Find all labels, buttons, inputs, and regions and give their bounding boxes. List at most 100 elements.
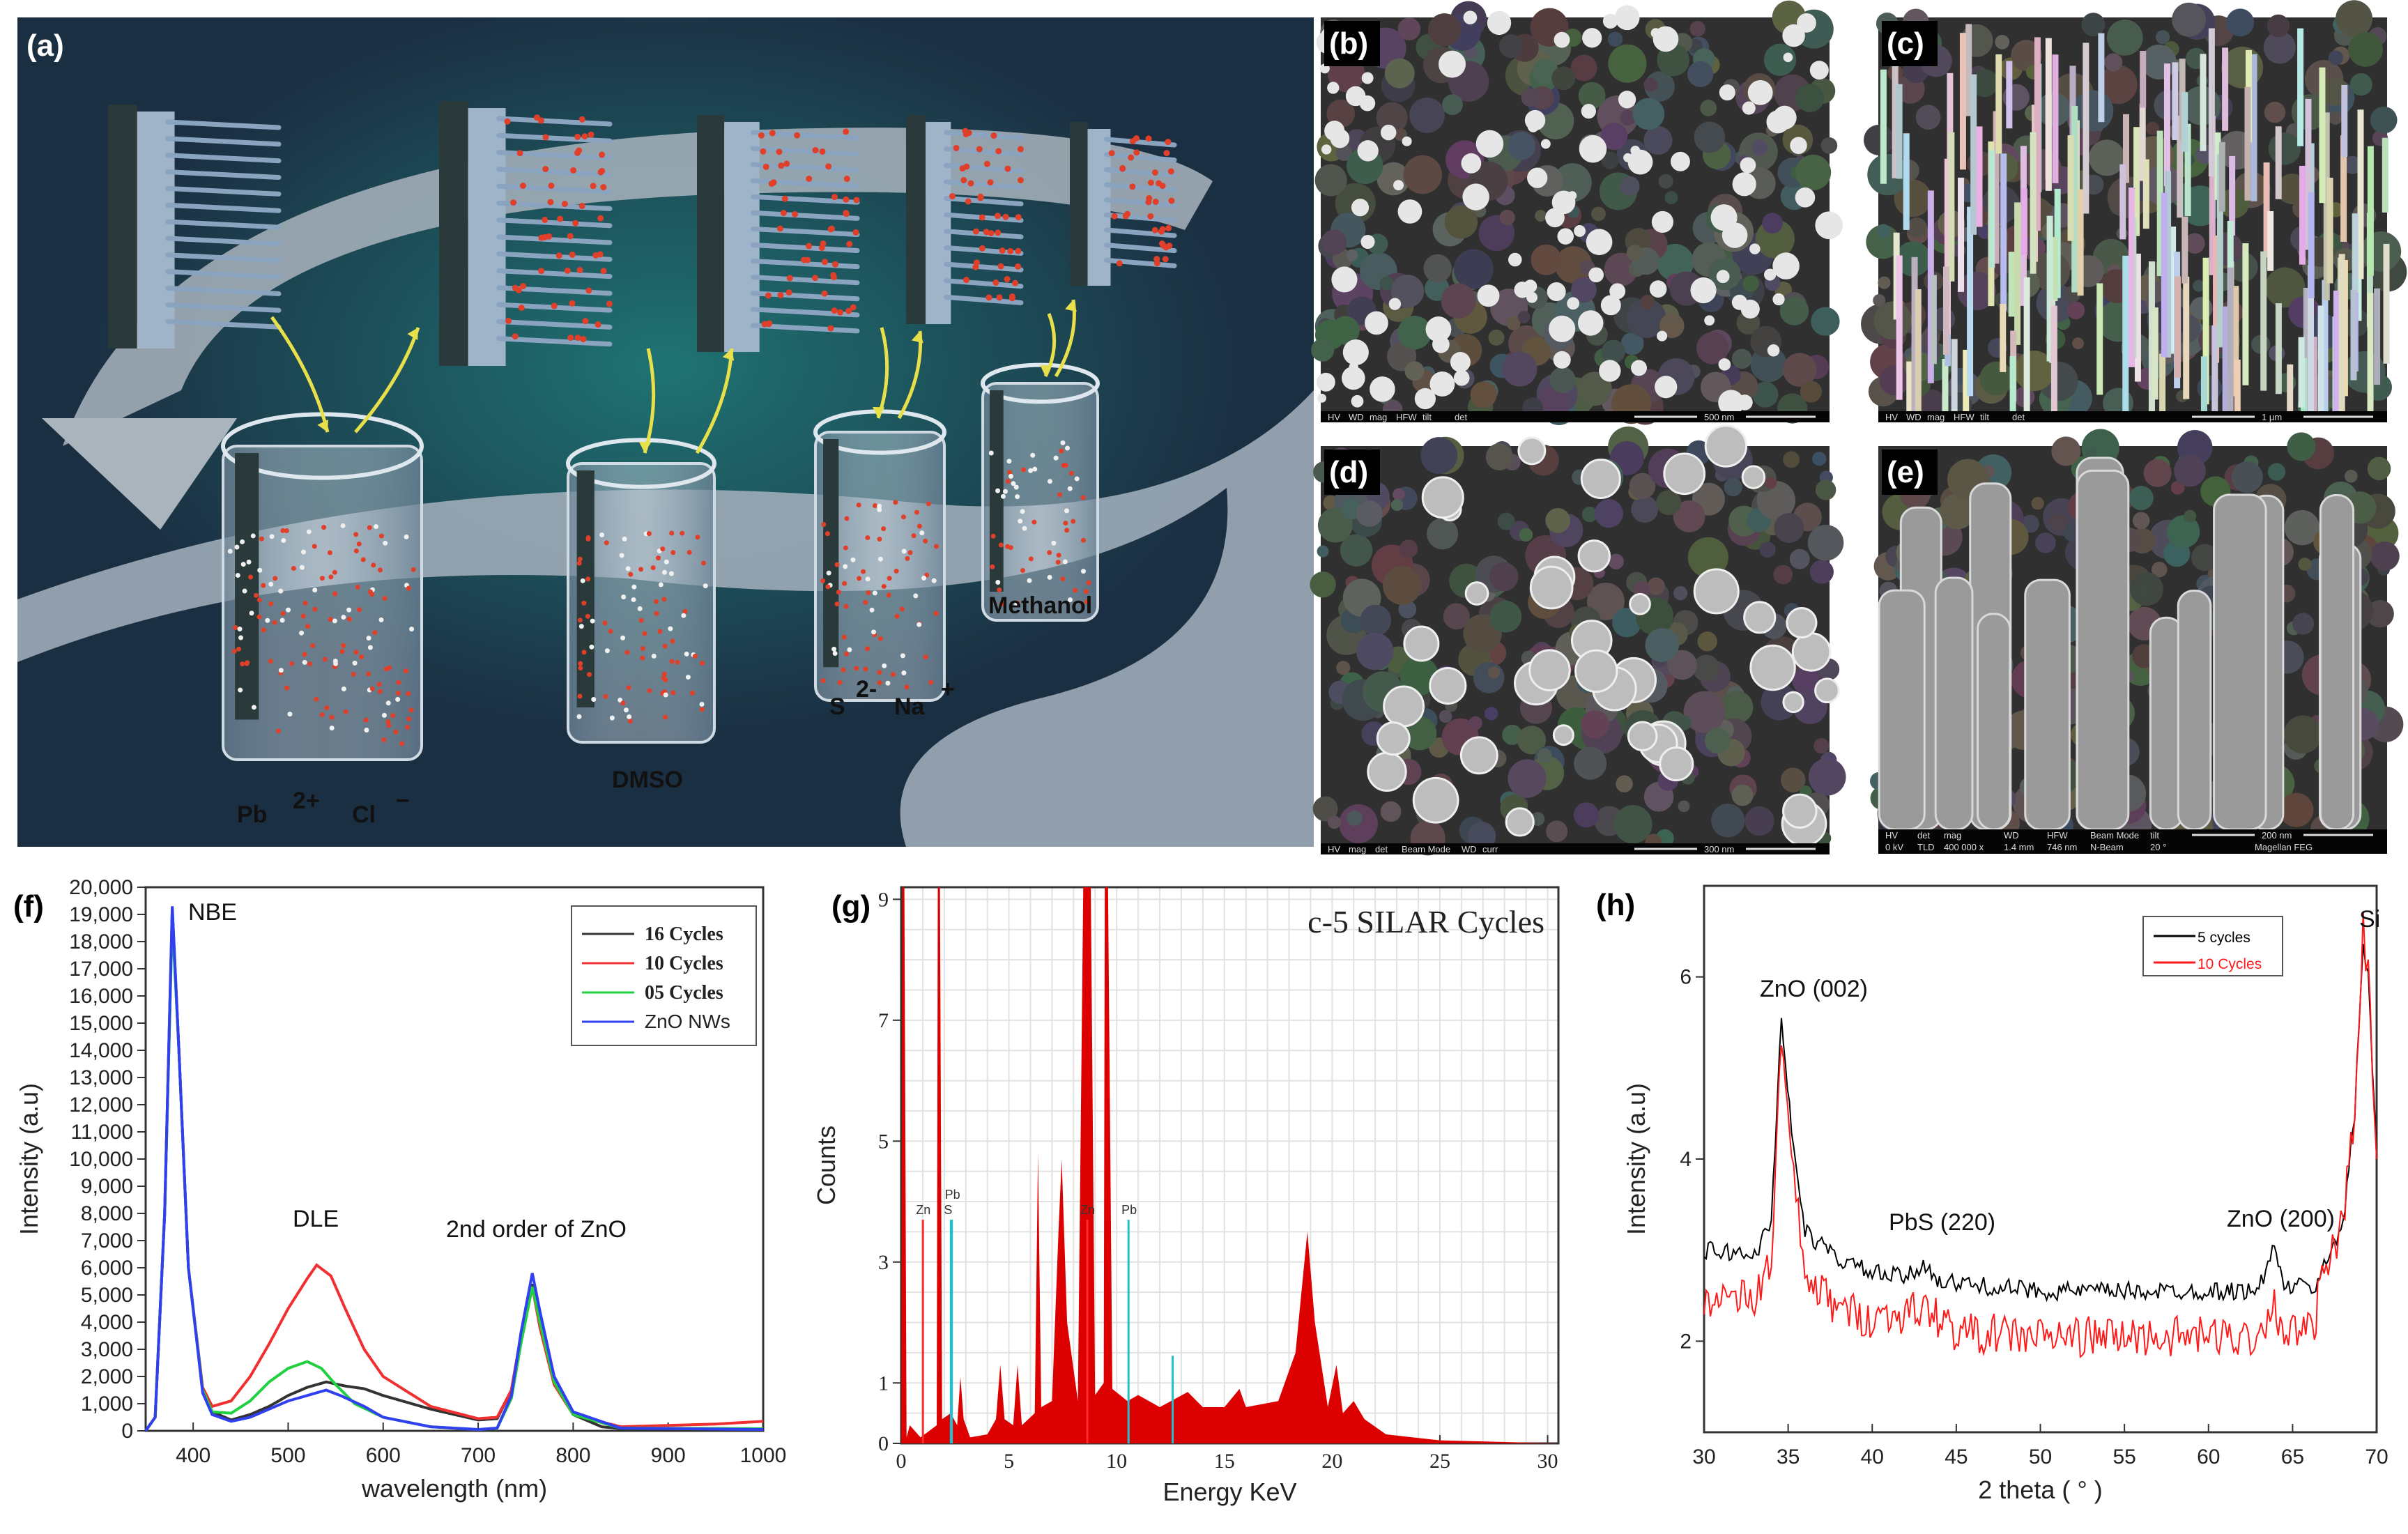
- ion: [865, 535, 871, 541]
- grain: [1765, 477, 1777, 489]
- grain: [1613, 805, 1652, 844]
- nanowire: [2046, 215, 2053, 362]
- pbs-particle: [785, 289, 792, 296]
- pbs-particle: [512, 333, 519, 340]
- legend-entry: ZnO NWs: [645, 1011, 730, 1032]
- grain: [1311, 338, 1335, 362]
- nanoparticle: [1690, 277, 1717, 304]
- grain: [1473, 661, 1505, 693]
- ion: [1062, 559, 1068, 565]
- panel-label-box: [1324, 450, 1380, 495]
- nanorod-tip: [1580, 459, 1621, 499]
- nanowire: [2263, 162, 2270, 258]
- ion: [301, 549, 307, 555]
- pbs-particle: [1145, 135, 1152, 142]
- grain: [2328, 50, 2343, 66]
- grain: [1356, 632, 1394, 670]
- nanowire: [2305, 98, 2312, 250]
- grain: [2283, 715, 2322, 754]
- grain: [1554, 246, 1593, 284]
- grain: [1487, 666, 1501, 679]
- nanorod: [751, 162, 860, 173]
- ion: [238, 687, 243, 693]
- arrow-head: [638, 441, 652, 453]
- sem-info-bar: [1321, 411, 1830, 422]
- pbs-particle: [990, 132, 997, 139]
- grain: [1467, 822, 1496, 850]
- grain: [1664, 191, 1678, 205]
- nanorod: [944, 261, 1024, 273]
- grain: [1612, 608, 1642, 638]
- grain: [1600, 123, 1628, 151]
- nanowire: [2211, 325, 2218, 411]
- nanowire: [2161, 192, 2168, 358]
- coated-nanorod: [1878, 589, 1926, 831]
- grain: [1581, 710, 1609, 739]
- pbs-particle: [551, 302, 558, 309]
- element-marker-label: Pb: [1121, 1203, 1137, 1217]
- pbs-particle: [806, 243, 813, 250]
- beaker-body: [814, 431, 946, 702]
- nanoparticle: [1330, 128, 1350, 148]
- nanoparticle: [1602, 13, 1618, 29]
- grain: [1551, 66, 1576, 91]
- nanowire: [2326, 177, 2333, 284]
- nanorod-tip: [1403, 625, 1440, 662]
- nanoparticle: [1719, 84, 1735, 101]
- ion: [911, 533, 917, 539]
- nanorod: [751, 259, 860, 270]
- grain: [1782, 353, 1817, 387]
- x-tick-label: 45: [1945, 1445, 1968, 1468]
- nanorod-tip: [1627, 721, 1658, 752]
- ion: [624, 650, 630, 655]
- x-tick-label: 5: [1004, 1450, 1014, 1473]
- y-axis-label: Intensity (a.u): [1622, 1083, 1650, 1235]
- ion: [248, 574, 254, 580]
- grain: [1546, 820, 1568, 843]
- nanoparticle: [1795, 187, 1816, 208]
- ion: [231, 648, 237, 654]
- nanoparticle: [1429, 371, 1455, 397]
- ion: [1074, 476, 1080, 482]
- y-tick-label: 1: [878, 1372, 889, 1395]
- scale-bar-label: 200 nm: [2262, 830, 2292, 841]
- pbs-particle: [1015, 247, 1022, 254]
- sem-bar-field: tilt: [2150, 830, 2159, 841]
- ion: [399, 741, 405, 746]
- pbs-particle: [570, 167, 577, 174]
- grain: [1519, 528, 1533, 542]
- ion: [408, 707, 414, 713]
- ion: [602, 620, 608, 626]
- ion: [376, 682, 382, 687]
- nanowire: [1951, 339, 1958, 411]
- sem-bar-value: 0 kV: [1885, 842, 1903, 852]
- nanowire: [2299, 165, 2306, 265]
- grain: [1404, 361, 1425, 381]
- grain: [2298, 558, 2312, 571]
- nanorod: [751, 275, 860, 286]
- nanoparticle: [1618, 91, 1636, 109]
- ion: [581, 650, 587, 655]
- pbs-particle: [1004, 165, 1011, 172]
- ion: [703, 583, 708, 589]
- process-arrow: [270, 316, 330, 433]
- sem-bar-value: N-Beam: [2090, 842, 2124, 852]
- pbs-particle: [600, 184, 607, 191]
- ion: [576, 714, 582, 719]
- ion: [663, 714, 668, 720]
- grain: [1335, 144, 1353, 161]
- eds-spectrum: [901, 887, 1558, 1443]
- nanoparticle: [1453, 369, 1470, 386]
- pbs-particle: [597, 215, 604, 222]
- ion: [1027, 578, 1032, 583]
- ion: [1064, 508, 1069, 514]
- pbs-particle: [776, 148, 783, 155]
- sem-bar-field: WD: [1906, 412, 1922, 422]
- ion: [850, 557, 856, 562]
- y-tick-label: 12,000: [69, 1094, 133, 1117]
- grain: [1762, 213, 1783, 233]
- ion: [1008, 473, 1013, 479]
- y-tick-label: 7: [878, 1009, 889, 1032]
- nanorod-tip: [1552, 724, 1574, 746]
- pbs-particle: [592, 252, 599, 259]
